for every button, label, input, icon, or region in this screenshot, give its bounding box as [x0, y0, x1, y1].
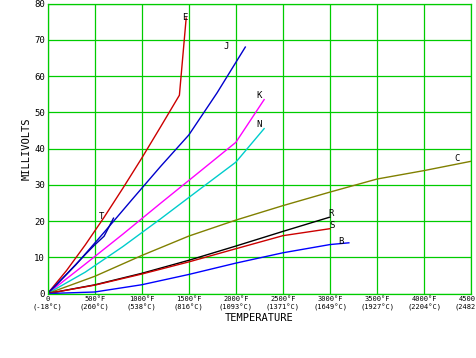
Text: R: R	[328, 209, 334, 218]
Y-axis label: MILLIVOLTS: MILLIVOLTS	[21, 117, 31, 180]
Text: S: S	[329, 221, 335, 230]
Text: T: T	[99, 212, 104, 221]
Text: C: C	[454, 154, 460, 163]
Text: J: J	[224, 42, 229, 51]
Text: N: N	[257, 120, 262, 129]
X-axis label: TEMPERATURE: TEMPERATURE	[225, 314, 294, 324]
Text: B: B	[338, 237, 344, 246]
Text: E: E	[182, 13, 188, 22]
Text: K: K	[257, 91, 262, 100]
